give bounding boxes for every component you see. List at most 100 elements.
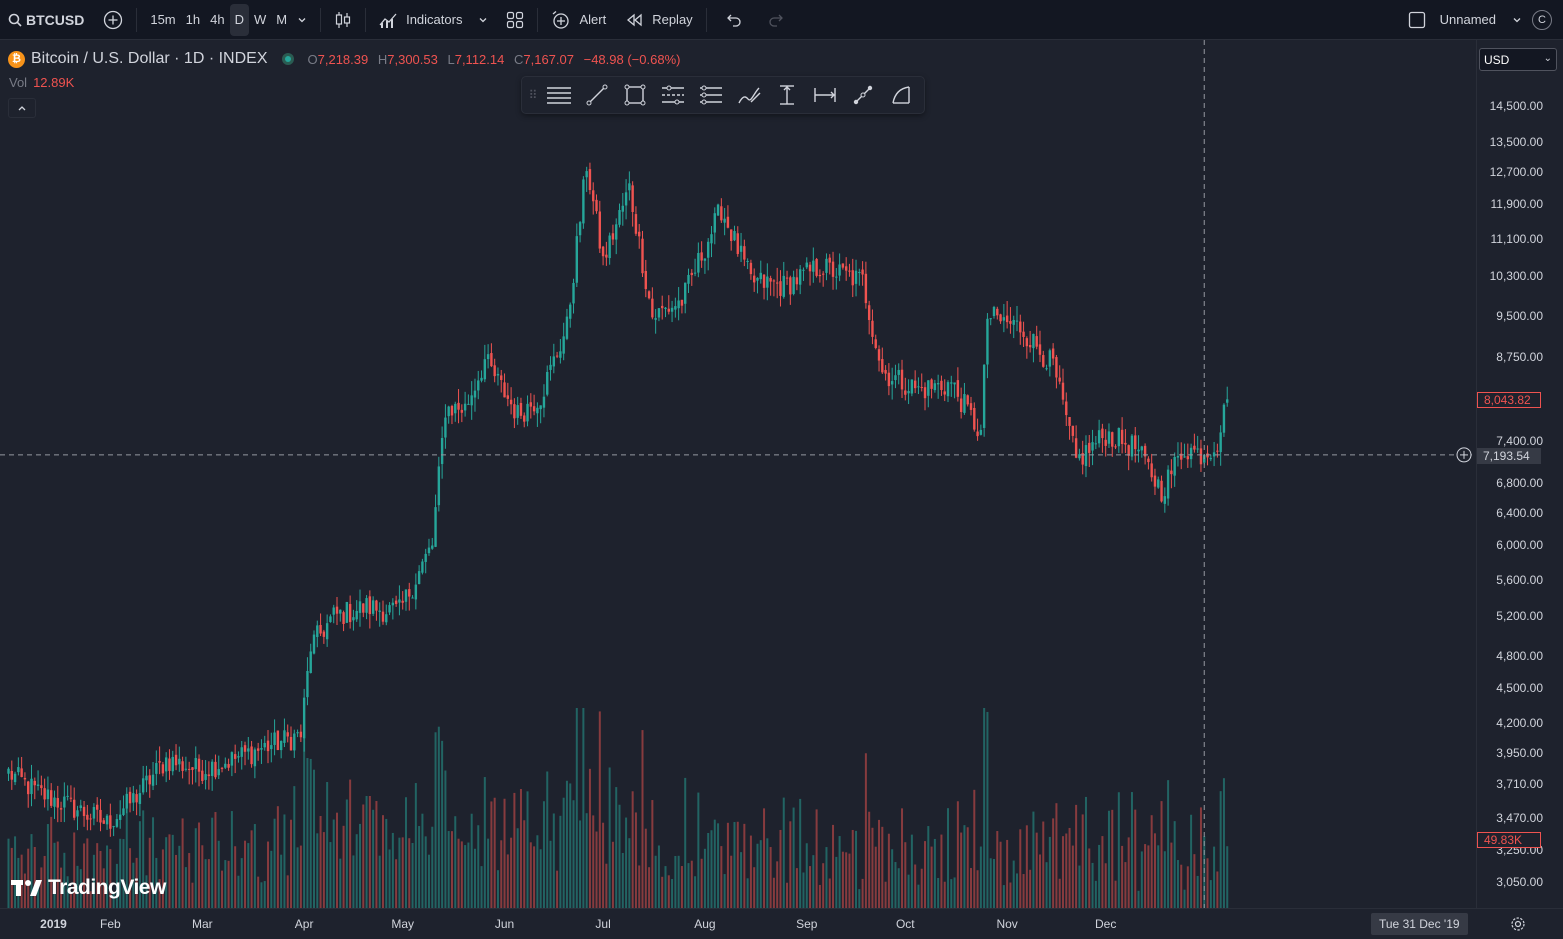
rectangle-tool[interactable] bbox=[616, 78, 654, 112]
collapse-legend-button[interactable] bbox=[8, 98, 36, 118]
redo-button[interactable] bbox=[763, 4, 791, 36]
close-value: 7,167.07 bbox=[523, 51, 574, 67]
undo-button[interactable] bbox=[719, 4, 747, 36]
volume-bar bbox=[217, 840, 220, 908]
candle-body bbox=[36, 784, 40, 786]
symbol-name[interactable]: BTCUSD bbox=[26, 11, 85, 28]
candle-body bbox=[519, 402, 523, 416]
templates-button[interactable] bbox=[501, 4, 529, 36]
interval-d[interactable]: D bbox=[229, 3, 249, 36]
price-tick-label: 6,400.00 bbox=[1496, 506, 1543, 521]
candle-body bbox=[1143, 445, 1147, 457]
market-status-icon[interactable] bbox=[281, 53, 294, 65]
interval-w[interactable]: W bbox=[249, 4, 271, 36]
volume-bar bbox=[894, 862, 897, 908]
interval-dropdown[interactable] bbox=[292, 4, 312, 36]
interval-m[interactable]: M bbox=[271, 4, 292, 36]
trend-line-tool[interactable] bbox=[578, 78, 616, 112]
volume-bar bbox=[115, 863, 118, 908]
date-range-icon bbox=[813, 85, 837, 105]
candle-body bbox=[884, 369, 887, 374]
candle-body bbox=[1160, 480, 1163, 502]
horizontal-lines-tool[interactable] bbox=[540, 78, 578, 112]
volume-bar bbox=[887, 833, 890, 908]
volume-bar bbox=[1140, 851, 1143, 908]
curve-tool[interactable] bbox=[882, 78, 920, 112]
candle-body bbox=[398, 599, 401, 603]
candle-body bbox=[549, 364, 552, 370]
candle-body bbox=[992, 307, 996, 317]
price-range-tool[interactable] bbox=[768, 78, 806, 112]
candle-body bbox=[348, 604, 352, 623]
divider bbox=[365, 7, 367, 32]
volume-bar bbox=[611, 841, 614, 908]
settings-gear-icon[interactable] bbox=[1510, 916, 1526, 932]
layout-name-button[interactable]: Unnamed bbox=[1403, 4, 1501, 36]
candle-body bbox=[582, 179, 585, 224]
volume-bar bbox=[418, 826, 421, 908]
volume-bar bbox=[818, 884, 821, 908]
candle-body bbox=[316, 625, 319, 637]
candle-body bbox=[946, 382, 950, 397]
volume-bar bbox=[299, 845, 302, 908]
interval-4h[interactable]: 4h bbox=[205, 4, 229, 36]
drag-handle-icon[interactable]: ⠿ bbox=[528, 88, 538, 102]
ruler-tool[interactable] bbox=[844, 78, 882, 112]
ruler-icon bbox=[852, 84, 874, 106]
grid-icon bbox=[506, 11, 524, 29]
volume-bar bbox=[1055, 803, 1058, 908]
volume-bar bbox=[496, 870, 499, 908]
volume-bar bbox=[519, 789, 522, 908]
volume-bar bbox=[454, 816, 457, 908]
profile-avatar[interactable]: C bbox=[1527, 4, 1557, 36]
layout-dropdown[interactable] bbox=[1507, 4, 1527, 36]
price-scale[interactable]: 14,500.00 13,500.00 12,700.00 11,900.00 11,1… bbox=[1476, 40, 1563, 908]
candle-body bbox=[168, 758, 171, 771]
volume-bar bbox=[237, 875, 240, 908]
alert-button[interactable]: Alert bbox=[546, 4, 611, 36]
volume-bar bbox=[165, 837, 168, 908]
indicators-dropdown[interactable] bbox=[473, 4, 493, 36]
candle-body bbox=[302, 697, 306, 739]
symbol-title[interactable]: Bitcoin / U.S. Dollar · 1D · INDEX bbox=[31, 50, 268, 67]
candle-body bbox=[1061, 382, 1065, 400]
chart-type-button[interactable] bbox=[329, 4, 357, 36]
candle-body bbox=[181, 761, 184, 771]
interval-15m[interactable]: 15m bbox=[145, 4, 180, 36]
time-axis[interactable]: Tue 31 Dec '19 2019 Feb Mar Apr May Jun Jul Aug… bbox=[0, 908, 1563, 939]
candle-body bbox=[667, 308, 670, 312]
interval-1h[interactable]: 1h bbox=[181, 4, 205, 36]
symbol-search[interactable]: BTCUSD bbox=[8, 0, 84, 40]
currency-select[interactable]: USD ⌄ bbox=[1479, 48, 1557, 71]
date-range-tool[interactable] bbox=[806, 78, 844, 112]
candle-body bbox=[1134, 435, 1137, 450]
candle-body bbox=[132, 793, 135, 803]
candle-body bbox=[775, 282, 779, 284]
candle-body bbox=[1094, 443, 1098, 445]
volume-bar bbox=[802, 872, 805, 908]
open-label: O bbox=[307, 51, 318, 67]
candle-body bbox=[867, 305, 871, 321]
compare-symbol-button[interactable] bbox=[98, 4, 128, 36]
chart-pane[interactable] bbox=[0, 40, 1476, 908]
parallel-channel-tool[interactable] bbox=[654, 78, 692, 112]
candle-body bbox=[50, 790, 53, 806]
volume-bar bbox=[651, 800, 654, 908]
replay-button[interactable]: Replay bbox=[621, 4, 697, 36]
volume-bar bbox=[63, 852, 66, 908]
pitchfork-tool[interactable] bbox=[692, 78, 730, 112]
indicators-button[interactable]: Indicators bbox=[374, 4, 467, 36]
brush-tool[interactable] bbox=[730, 78, 768, 112]
volume-bar bbox=[956, 801, 959, 908]
candle-body bbox=[831, 261, 835, 277]
candle-body bbox=[319, 624, 322, 634]
volume-bar bbox=[625, 817, 628, 908]
candle-body bbox=[1111, 432, 1114, 447]
volume-bar bbox=[263, 881, 266, 908]
candle-body bbox=[592, 190, 595, 202]
candle-body bbox=[1176, 456, 1180, 458]
candle-body bbox=[457, 402, 460, 410]
volume-bar bbox=[924, 841, 927, 908]
tradingview-logo[interactable]: TradingView bbox=[11, 876, 166, 900]
add-circle-icon bbox=[103, 10, 123, 30]
